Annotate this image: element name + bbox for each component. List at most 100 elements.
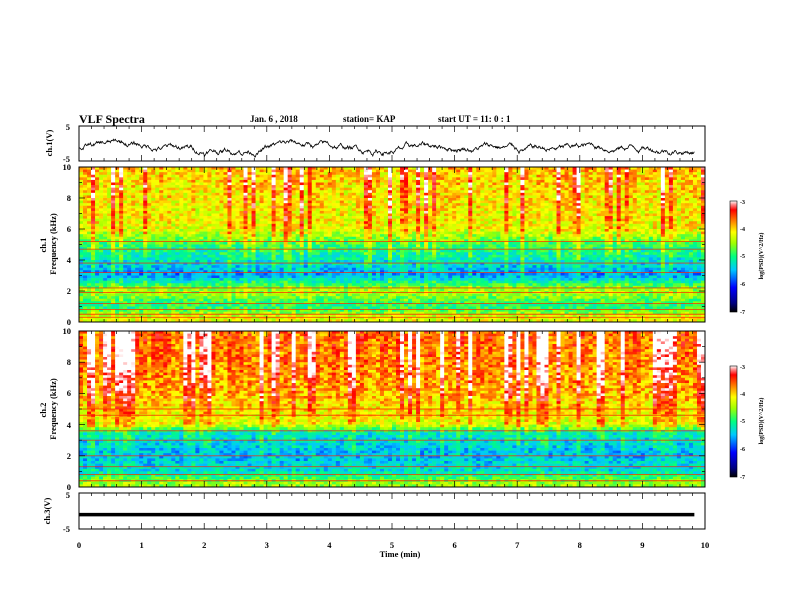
ch1-spectrogram-cell <box>684 229 690 232</box>
ch1-spectrogram-cell <box>600 198 605 201</box>
ch1-spectrogram-cell <box>135 182 140 186</box>
ch1-spectrogram-cell <box>424 192 429 196</box>
ch1-spectrogram-cell <box>680 174 686 178</box>
ch1-spectrogram-cell <box>79 187 84 191</box>
ch1-spectrogram-cell <box>279 236 284 240</box>
ch1-spectrogram-cell <box>540 229 545 232</box>
ch1-spectrogram-cell <box>291 234 296 238</box>
ch1-spectrogram-cell <box>223 218 228 222</box>
ch1-spectrogram-cell <box>215 190 220 194</box>
ch1-spectrogram-cell <box>592 182 597 186</box>
ch1-spectrogram-cell <box>291 169 296 173</box>
ch1-spectrogram-cell <box>167 223 172 227</box>
ch1-spectrogram-cell <box>123 200 128 204</box>
ch1-spectrogram-cell <box>83 216 88 219</box>
ch1-spectrogram-cell <box>287 203 292 207</box>
ch1-spectrogram-cell <box>516 221 521 225</box>
ch1-spectrogram-cell <box>620 226 626 230</box>
ch1-spectrogram-cell <box>688 244 694 248</box>
ch1-spectrogram-cell <box>327 192 333 196</box>
ch1-spectrogram-cell <box>307 190 313 194</box>
ch1-spectrogram-cell <box>271 210 276 214</box>
ch1-spectrogram-cell <box>267 226 272 230</box>
ch1-spectrogram-cell <box>355 216 361 219</box>
ch1-spectrogram-cell <box>400 244 405 248</box>
ch1-spectrogram-cell <box>520 229 525 232</box>
ch1-spectrogram-cell <box>91 203 96 207</box>
ch1-spectrogram-cell <box>676 182 682 186</box>
ch1-spectrogram-cell <box>163 231 168 235</box>
ch1-spectrogram-cell <box>379 182 385 186</box>
ch1-spectrogram-cell <box>127 177 132 181</box>
ch1-spectrogram-cell <box>696 210 702 214</box>
ch1-spectrogram-cell <box>183 216 188 219</box>
ch1-spectrogram-cell <box>664 195 670 199</box>
ch1-spectrogram-cell <box>624 234 630 238</box>
ch1-spectrogram-cell <box>227 169 232 173</box>
ch1-spectrogram-cell <box>532 223 537 227</box>
ch1-spectrogram-cell <box>408 187 413 191</box>
ch1-spectrogram-cell <box>247 192 252 196</box>
ch1-spectrogram-cell <box>351 179 357 183</box>
ch1-spectrogram-cell <box>492 185 497 188</box>
ch1-spectrogram-cell <box>580 187 585 191</box>
ch1-spectrogram-cell <box>528 169 533 173</box>
ch1-spectrogram-cell <box>247 218 252 222</box>
ch1-spectrogram-cell <box>95 195 100 199</box>
ch1-spectrogram-cell <box>576 190 581 194</box>
ch1-spectrogram-cell <box>660 226 666 230</box>
ch1-spectrogram-cell <box>235 200 240 204</box>
ch1-spectrogram-cell <box>460 218 465 222</box>
ch1-spectrogram-cell <box>267 236 272 240</box>
ch1-spectrogram-cell <box>620 177 626 181</box>
ch1-spectrogram-cell <box>383 167 389 170</box>
ch1-spectrogram-cell <box>684 218 690 222</box>
ch1-spectrogram-cell <box>684 239 690 243</box>
ch1-spectrogram-cell <box>600 236 605 240</box>
ch1-spectrogram-cell <box>319 190 325 194</box>
ch1-spectrogram-cell <box>307 205 313 209</box>
ch1-spectrogram-cell <box>428 179 433 183</box>
ch1-spectrogram-cell <box>87 210 92 214</box>
ch1-spectrogram-cell <box>235 221 240 225</box>
ch1-spectrogram-cell <box>135 177 140 181</box>
ch1-spectrogram-cell <box>620 185 626 188</box>
ch1-spectrogram-cell <box>151 247 156 250</box>
ch1-spectrogram-cell <box>400 216 405 219</box>
ch1-spectrogram-cell <box>696 198 702 201</box>
ch1-spectrogram-cell <box>628 200 634 204</box>
ch1-spectrogram-cell <box>536 195 541 199</box>
ch1-spectrogram-cell <box>331 221 337 225</box>
ch1-spectrogram-cell <box>504 203 509 207</box>
ch1-spectrogram-cell <box>79 205 84 209</box>
ch1-spectrogram-cell <box>392 179 397 183</box>
ch1-spectrogram-cell <box>628 239 634 243</box>
ch1-spectrogram-cell <box>480 234 485 238</box>
ch1-spectrogram-cell <box>428 172 433 176</box>
ch1-spectrogram-cell <box>440 179 445 183</box>
ch1-spectrogram-cell <box>139 247 144 250</box>
ch1-spectrogram-cell <box>203 218 208 222</box>
ch1-spectrogram-cell <box>576 223 581 227</box>
ch1-spectrogram-cell <box>175 169 180 173</box>
ch1-spectrogram-cell <box>424 223 429 227</box>
ch1-spectrogram-cell <box>183 205 188 209</box>
ch1-spectrogram-cell <box>624 208 630 212</box>
ch1-spectrogram-cell <box>319 208 325 212</box>
ch1-spectrogram-cell <box>648 198 654 201</box>
ch1-spectrogram-cell <box>412 239 417 243</box>
ch1-spectrogram-cell <box>584 167 589 170</box>
ch1-spectrogram-cell <box>291 167 296 170</box>
ch1-spectrogram-cell <box>408 216 413 219</box>
ch1-spectrogram-cell <box>235 223 240 227</box>
ch1-spectrogram-cell <box>115 172 120 176</box>
ch1-spectrogram-cell <box>604 210 609 214</box>
ch1-spectrogram-cell <box>660 195 666 199</box>
ch1-spectrogram-cell <box>648 190 654 194</box>
ch1-spectrogram-cell <box>183 229 188 232</box>
ch1-spectrogram-cell <box>496 167 501 170</box>
ch1-spectrogram-cell <box>640 167 646 170</box>
ch1-spectrogram-cell <box>492 195 497 199</box>
ch1-spectrogram-cell <box>672 218 678 222</box>
ch1-spectrogram-cell <box>412 234 417 238</box>
